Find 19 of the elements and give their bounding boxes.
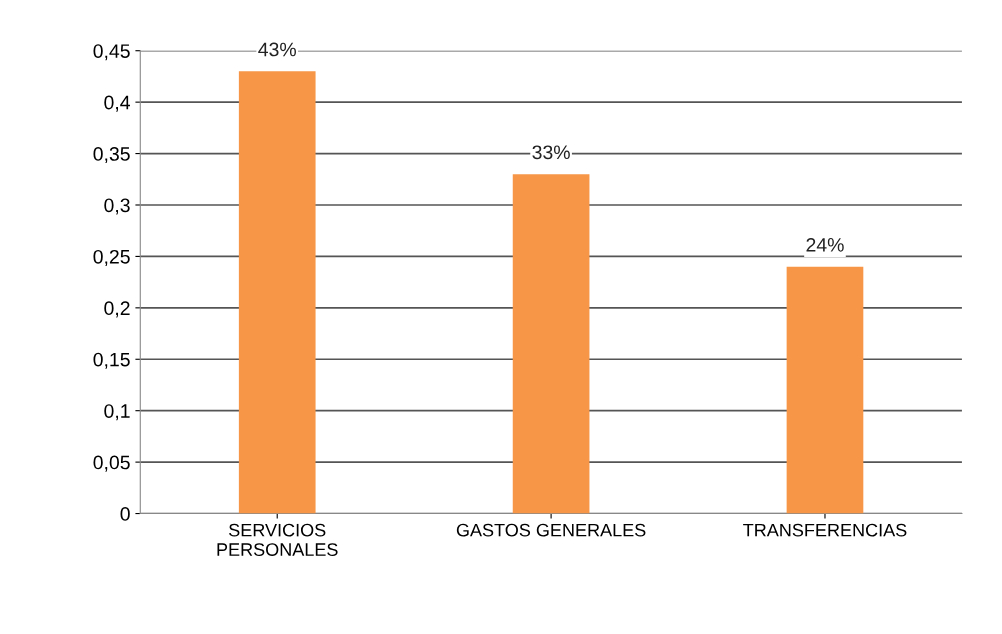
x-tick-label: SERVICIOS PERSONALES	[217, 523, 338, 556]
x-tick-label: GASTOS GENERALES	[456, 523, 646, 537]
y-tick-label: 0,15	[93, 352, 130, 369]
y-tick-label: 0,2	[104, 301, 130, 318]
bar	[786, 266, 864, 514]
y-tick-label: 0,1	[104, 404, 130, 421]
y-tick-label: 0,3	[104, 198, 130, 215]
data-label: 43%	[258, 42, 296, 57]
data-label: 24%	[806, 237, 844, 252]
bar	[238, 71, 316, 514]
data-label: 33%	[532, 145, 570, 160]
y-tick-label: 0,05	[93, 455, 130, 472]
y-tick-label: 0,25	[93, 249, 130, 266]
y-tick-label: 0,45	[93, 44, 130, 61]
y-tick-label: 0	[120, 507, 130, 521]
x-tick-label: TRANSFERENCIAS	[743, 523, 907, 537]
y-tick-label: 0,35	[93, 147, 130, 164]
bar	[512, 174, 590, 514]
y-tick-label: 0,4	[104, 95, 130, 112]
